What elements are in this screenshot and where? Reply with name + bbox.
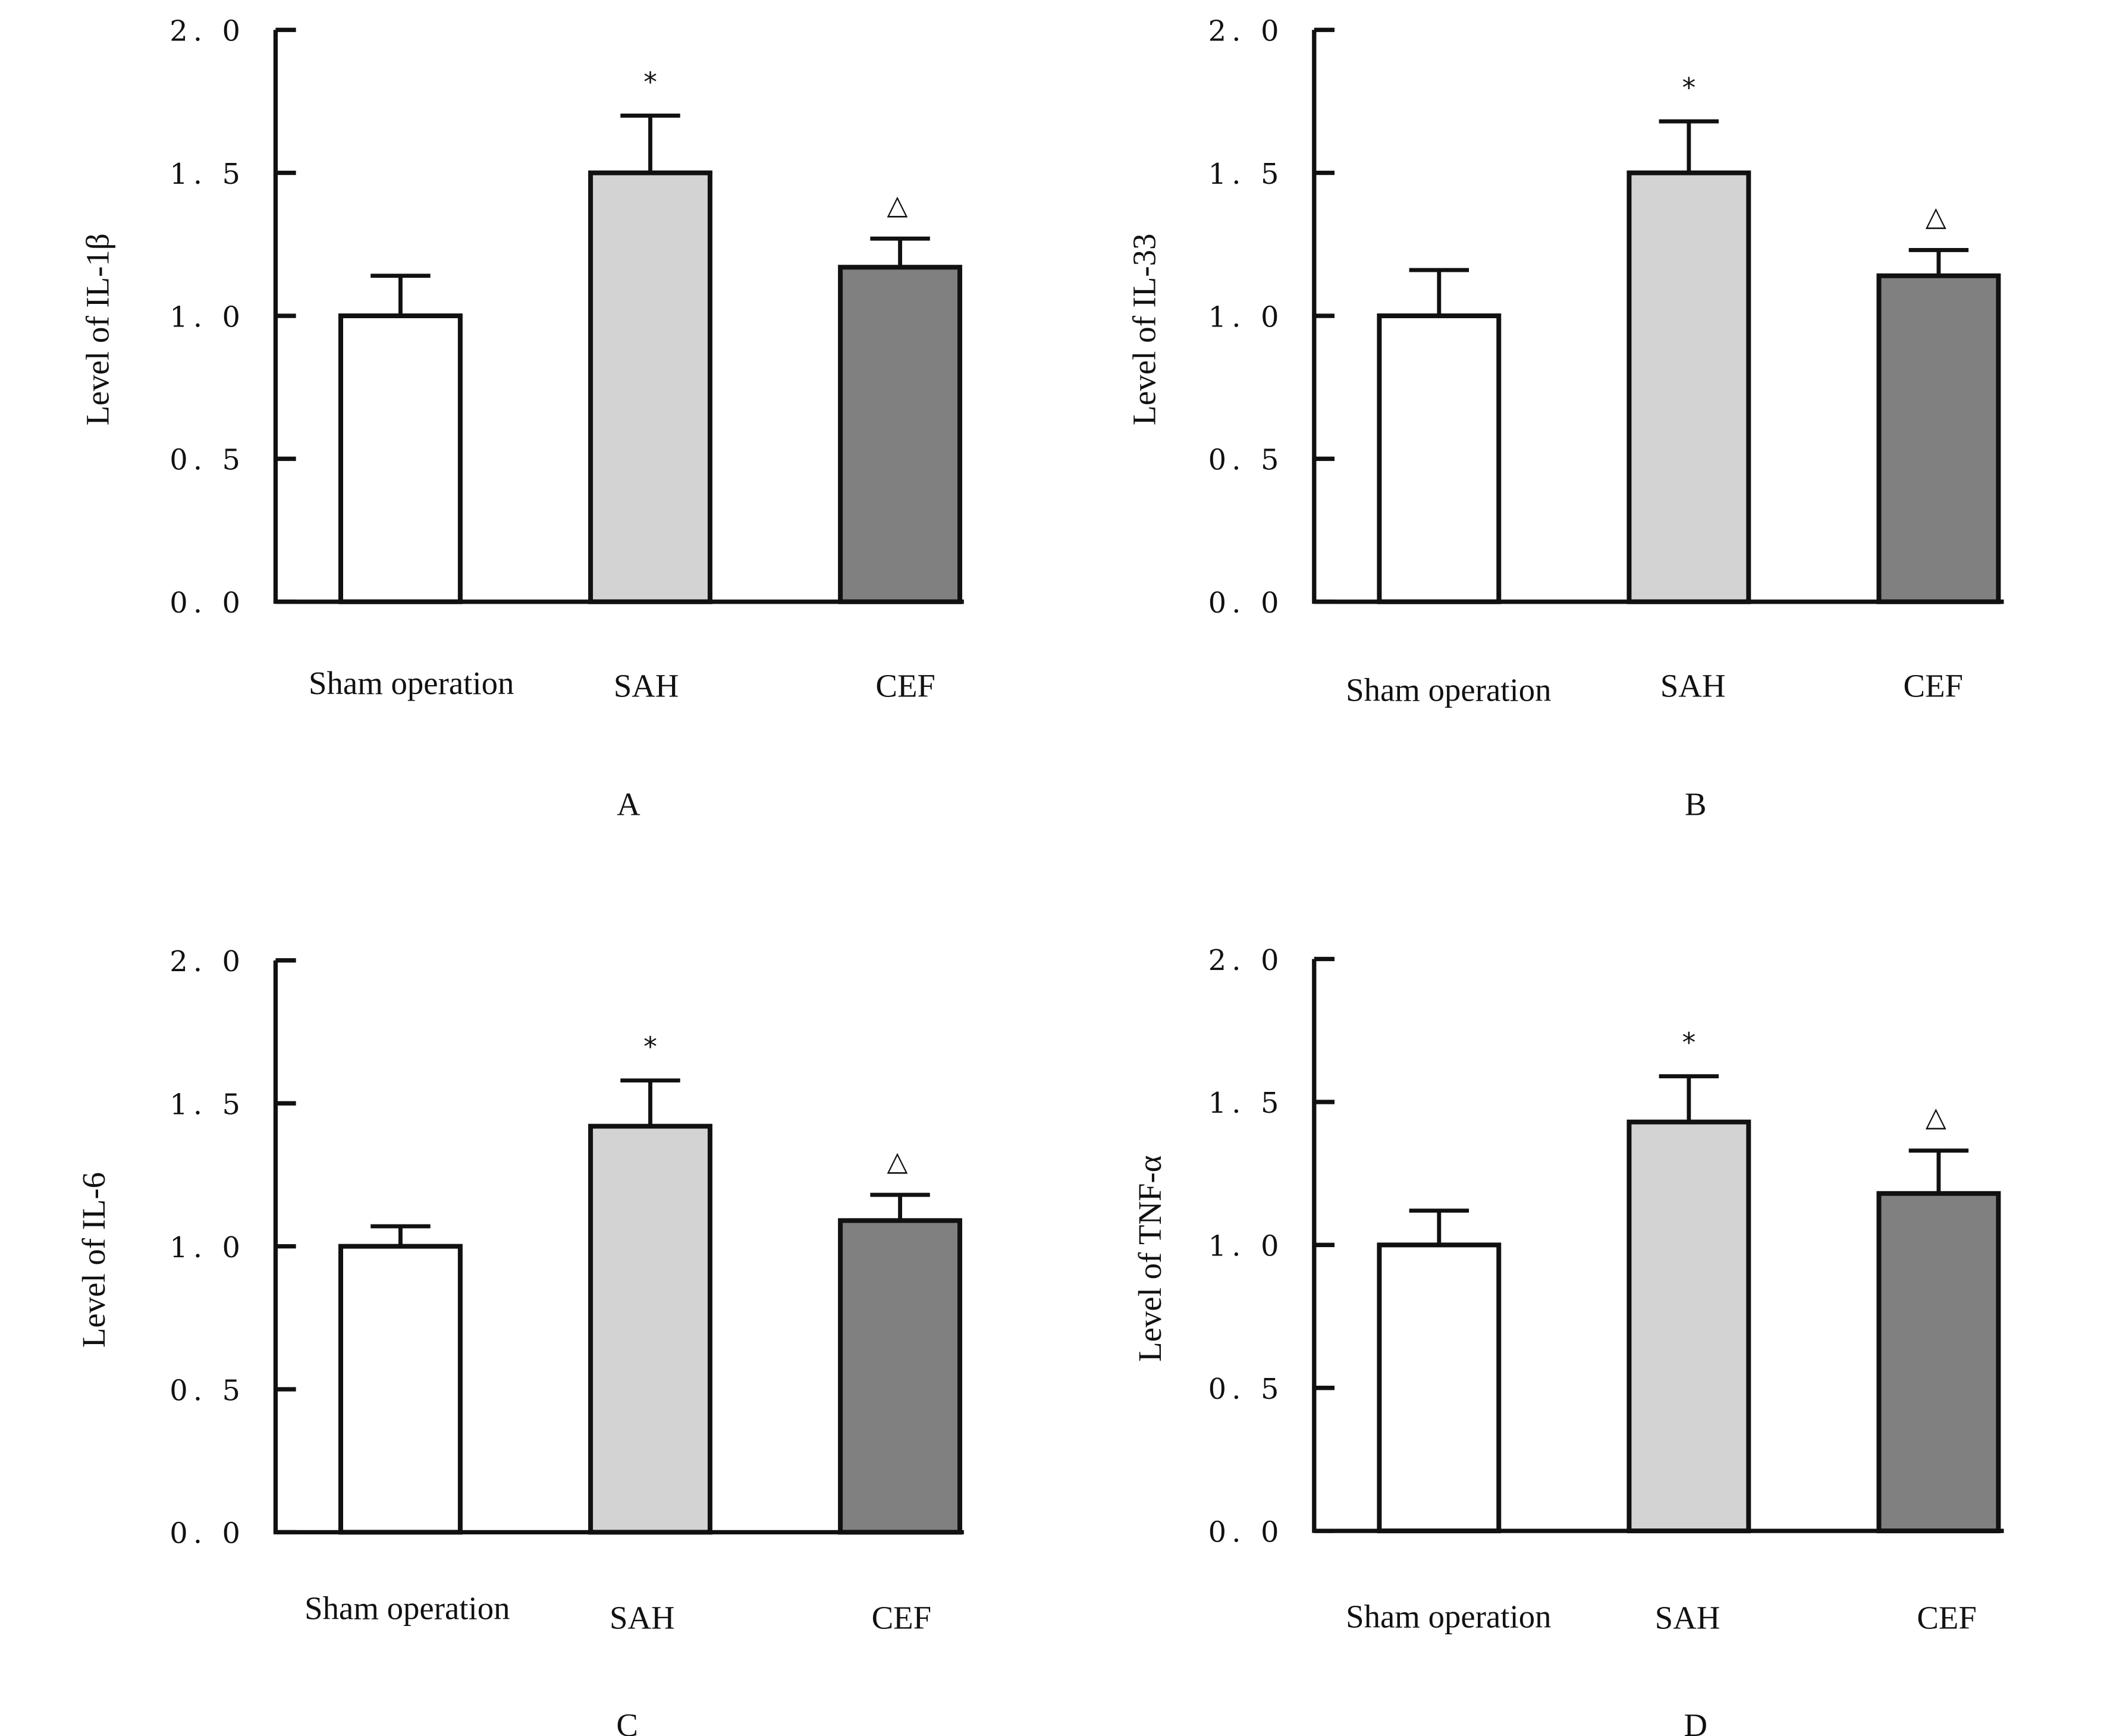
x-category-label: SAH — [614, 668, 679, 704]
significance-asterisk: * — [643, 1031, 657, 1063]
panel-label: A — [617, 786, 640, 822]
panel-label: C — [616, 1707, 638, 1736]
y-tick-label: 0. 0 — [1208, 1515, 1285, 1549]
x-category-label: Sham operation — [304, 1590, 510, 1627]
significance-triangle: △ — [887, 189, 908, 221]
y-axis-label: Level of IL-33 — [1126, 234, 1163, 426]
bar-sham-operation — [338, 313, 463, 604]
x-category-label: CEF — [1917, 1600, 1976, 1636]
x-category-label: Sham operation — [309, 665, 514, 701]
y-tick-label: 1. 0 — [169, 1231, 246, 1264]
bar-cef — [838, 1218, 962, 1535]
y-tick-label: 0. 5 — [1208, 444, 1285, 477]
x-category-label: Sham operation — [1346, 672, 1551, 708]
bar-sah — [588, 1123, 712, 1535]
y-tick-label: 1. 0 — [169, 300, 246, 334]
y-axis-label: Level of IL-1β — [80, 233, 116, 425]
bar-cef — [838, 265, 962, 604]
panel-c-chart: * △ 0. 0 0. 5 1. 0 1. 5 2. 0 Level of IL-6 Sham … — [76, 945, 964, 1736]
significance-triangle: △ — [1926, 200, 1946, 232]
y-tick-label: 0. 5 — [169, 1374, 246, 1407]
x-category-label: CEF — [872, 1600, 931, 1636]
y-tick-label: 2. 0 — [1208, 944, 1285, 977]
y-tick-label: 1. 5 — [169, 158, 246, 191]
significance-asterisk: * — [1682, 1027, 1695, 1059]
significance-asterisk: * — [1682, 72, 1695, 103]
y-tick-label: 0. 0 — [169, 1517, 246, 1550]
y-tick-label: 1. 0 — [1208, 300, 1285, 334]
y-tick-label: 0. 0 — [169, 586, 246, 620]
bar-sham-operation — [1377, 1242, 1502, 1534]
y-tick-label: 2. 0 — [1208, 15, 1285, 48]
significance-triangle: △ — [1926, 1101, 1946, 1133]
bar-cef — [1876, 1191, 2001, 1534]
bar-cef — [1876, 273, 2001, 604]
y-axis-label: Level of IL-6 — [76, 1172, 112, 1348]
y-tick-label: 0. 5 — [1208, 1373, 1285, 1406]
y-tick-label: 0. 5 — [169, 444, 246, 477]
y-tick-label: 2. 0 — [169, 15, 246, 48]
x-category-label: Sham operation — [1346, 1598, 1551, 1634]
x-category-label: SAH — [1655, 1600, 1720, 1636]
y-tick-label: 1. 5 — [1208, 158, 1285, 191]
x-category-label: SAH — [610, 1600, 675, 1636]
panel-label: B — [1685, 786, 1707, 822]
significance-asterisk: * — [643, 66, 657, 98]
panel-d-chart: * △ 0. 0 0. 5 1. 0 1. 5 2. 0 Level of TNF-α Sham… — [1132, 944, 2004, 1736]
x-category-label: SAH — [1660, 668, 1726, 704]
panel-a-chart: * △ 0. 0 0. 5 1. 0 1. 5 2. 0 Level of IL-1β Sham… — [80, 15, 964, 822]
x-category-label: CEF — [875, 668, 935, 704]
bar-sham-operation — [338, 1244, 463, 1535]
y-axis-label: Level of TNF-α — [1132, 1155, 1168, 1361]
y-tick-label: 2. 0 — [169, 945, 246, 978]
x-category-label: CEF — [1904, 668, 1963, 704]
significance-triangle: △ — [887, 1145, 908, 1177]
bar-sah — [1626, 1119, 1751, 1534]
bar-sah — [588, 170, 712, 604]
bar-sah — [1626, 170, 1751, 604]
bar-sham-operation — [1377, 313, 1502, 604]
y-tick-label: 1. 5 — [169, 1088, 246, 1121]
y-tick-label: 1. 5 — [1208, 1087, 1285, 1120]
panel-label: D — [1684, 1707, 1708, 1736]
y-tick-label: 0. 0 — [1208, 586, 1285, 620]
y-tick-label: 1. 0 — [1208, 1230, 1285, 1263]
panel-b-chart: * △ 0. 0 0. 5 1. 0 1. 5 2. 0 Level of IL-33 Sham… — [1126, 15, 2004, 822]
